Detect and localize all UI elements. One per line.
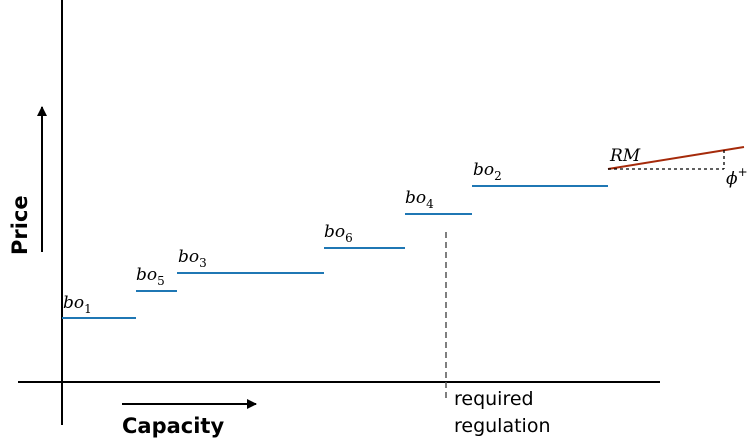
price-axis-title: Price xyxy=(8,195,32,255)
required-regulation-label-line2: regulation xyxy=(454,415,551,437)
bid-label-6: bo6 xyxy=(324,222,353,245)
bid-label-4: bo4 xyxy=(405,188,434,211)
phi-superscript: + xyxy=(738,165,748,179)
phi-symbol: ϕ xyxy=(726,169,738,189)
bid-label-5: bo5 xyxy=(136,265,165,288)
required-regulation-label-line1: required xyxy=(454,388,534,410)
bid-label-5-sub: 5 xyxy=(157,274,165,288)
bid-label-1-name: bo xyxy=(63,293,84,313)
bid-label-1-sub: 1 xyxy=(84,302,92,316)
bid-label-1: bo1 xyxy=(63,293,92,316)
phi-plus-label: ϕ+ xyxy=(726,165,748,189)
rm-line xyxy=(607,146,745,170)
bid-label-3: bo3 xyxy=(178,247,207,270)
bid-label-2-sub: 2 xyxy=(494,169,502,183)
bid-label-3-sub: 3 xyxy=(199,256,207,270)
bid-label-2-name: bo xyxy=(473,160,494,180)
rm-label: RM xyxy=(609,146,641,166)
bid-label-3-name: bo xyxy=(178,247,199,267)
bid-label-4-name: bo xyxy=(405,188,426,208)
bid-label-6-name: bo xyxy=(324,222,345,242)
bid-label-6-sub: 6 xyxy=(345,231,353,245)
bid-label-5-name: bo xyxy=(136,265,157,285)
capacity-axis-title: Capacity xyxy=(122,414,224,438)
bid-label-4-sub: 4 xyxy=(426,197,434,211)
bid-label-2: bo2 xyxy=(473,160,502,183)
